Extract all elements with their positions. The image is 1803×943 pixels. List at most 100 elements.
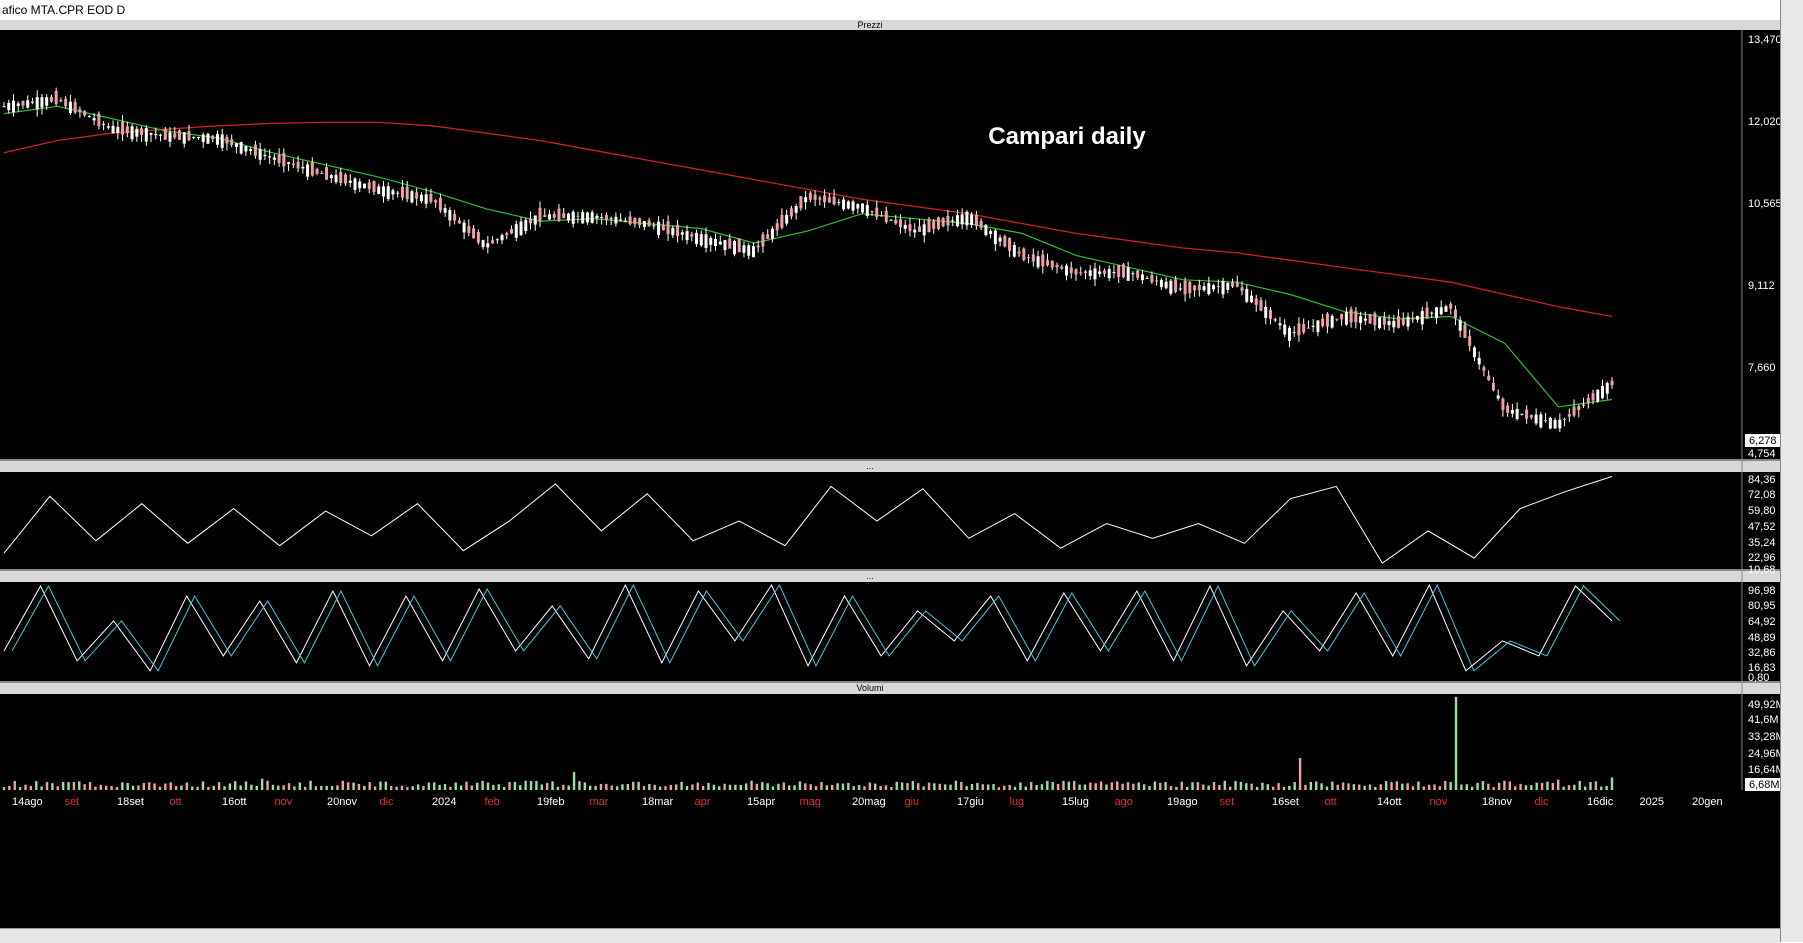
volume-bar	[1202, 784, 1205, 790]
volume-tick: 41,6M	[1748, 714, 1779, 726]
candle-body	[1330, 315, 1334, 328]
candle-body	[1515, 408, 1519, 419]
volume-bar	[1255, 786, 1259, 790]
candle-body	[453, 213, 457, 221]
volume-bar	[40, 786, 43, 790]
candle-body	[1392, 320, 1396, 328]
x-tick-label: 16dic	[1587, 796, 1614, 808]
rsi-tick: 72,08	[1748, 489, 1776, 501]
candle-body	[538, 207, 542, 222]
volume-bar	[1126, 782, 1130, 790]
volume-bar	[266, 780, 269, 790]
x-tick-label: giu	[905, 796, 920, 808]
volume-bar	[61, 781, 65, 790]
volume-bar	[637, 781, 640, 790]
volume-bar	[744, 783, 748, 790]
volume-layer	[2, 696, 1614, 790]
candle-body	[68, 101, 72, 114]
candle-body	[1520, 413, 1524, 415]
volume-bar	[1384, 780, 1388, 790]
stoch-axis: 96,98 80,95 64,92 48,89 32,86 16,83 0,80	[1748, 585, 1776, 684]
volume-bar	[852, 786, 855, 790]
volume-bar	[653, 784, 656, 790]
candle-body	[1069, 267, 1073, 274]
volume-bar	[1551, 782, 1555, 790]
stoch-tick: 48,89	[1748, 632, 1776, 644]
volume-bar	[664, 786, 667, 790]
volume-bar	[2, 787, 6, 790]
candle-body	[1102, 270, 1106, 274]
x-tick-label: mag	[800, 796, 821, 808]
volume-bar	[1363, 785, 1366, 790]
stoch-tick: 80,95	[1748, 600, 1776, 612]
candle-body	[400, 187, 404, 198]
volume-bar	[879, 786, 882, 790]
volume-bar	[454, 782, 457, 790]
volume-bar	[126, 782, 129, 790]
volume-bar	[1185, 786, 1189, 790]
volume-bar	[255, 785, 258, 790]
candle-body	[296, 161, 300, 169]
volume-bar	[303, 786, 307, 790]
volume-bar	[680, 781, 683, 790]
candle-body	[1169, 280, 1173, 294]
candle-body	[951, 220, 955, 222]
candle-body	[1074, 269, 1078, 275]
price-tick: 12,020	[1748, 116, 1780, 128]
volume-bar	[1395, 781, 1399, 790]
volume-bar	[1519, 783, 1522, 790]
volume-bar	[1051, 781, 1054, 790]
candle-body	[144, 128, 148, 142]
volume-bar	[874, 783, 877, 790]
candle-body	[1264, 306, 1268, 318]
volume-bar	[1218, 784, 1221, 790]
volume-bar	[1600, 786, 1603, 790]
volume-bar	[395, 786, 398, 790]
volume-bar	[1266, 784, 1270, 790]
candle-body	[699, 234, 703, 246]
price-tick: 13,470	[1748, 34, 1780, 46]
candle-body	[946, 216, 950, 226]
candle-body	[448, 210, 452, 221]
candle-body	[263, 155, 267, 157]
candle-body	[808, 192, 812, 200]
ma-short-line	[3, 105, 1613, 408]
price-tick: 7,660	[1748, 362, 1776, 374]
volume-bar	[379, 781, 382, 790]
right-toolbar[interactable]	[1780, 0, 1803, 942]
candle-body	[941, 218, 945, 227]
candle-body	[557, 208, 561, 221]
volume-bar	[1089, 782, 1092, 790]
volume-bar	[572, 772, 576, 790]
volume-bar	[1320, 783, 1323, 790]
volume-bar	[605, 783, 608, 790]
volume-bar	[884, 785, 888, 790]
candle-body	[1126, 267, 1130, 281]
candle-body	[600, 216, 604, 219]
candle-body	[970, 214, 974, 225]
candle-body	[1098, 271, 1102, 275]
window-title: afico MTA.CPR EOD D	[2, 3, 126, 17]
candle-body	[780, 214, 784, 228]
volume-bar	[1465, 784, 1468, 790]
candle-body	[173, 133, 177, 138]
volume-bar	[465, 781, 468, 790]
volume-bar	[804, 783, 807, 790]
candle-body	[989, 231, 993, 234]
candle-body	[1610, 380, 1614, 386]
candle-body	[1121, 264, 1125, 278]
candle-body	[201, 134, 205, 142]
candle-body	[818, 197, 822, 200]
candle-body	[481, 240, 485, 248]
candle-body	[16, 103, 20, 106]
candle-body	[1088, 270, 1092, 277]
volume-bar	[45, 782, 49, 790]
volume-bar	[476, 782, 479, 790]
candle-body	[1577, 405, 1581, 411]
candle-body	[524, 219, 528, 232]
volume-bar	[1207, 785, 1210, 790]
volume-bar	[1573, 784, 1576, 790]
candle-body	[652, 225, 656, 227]
volume-bar	[470, 785, 474, 790]
candle-body	[215, 134, 219, 145]
